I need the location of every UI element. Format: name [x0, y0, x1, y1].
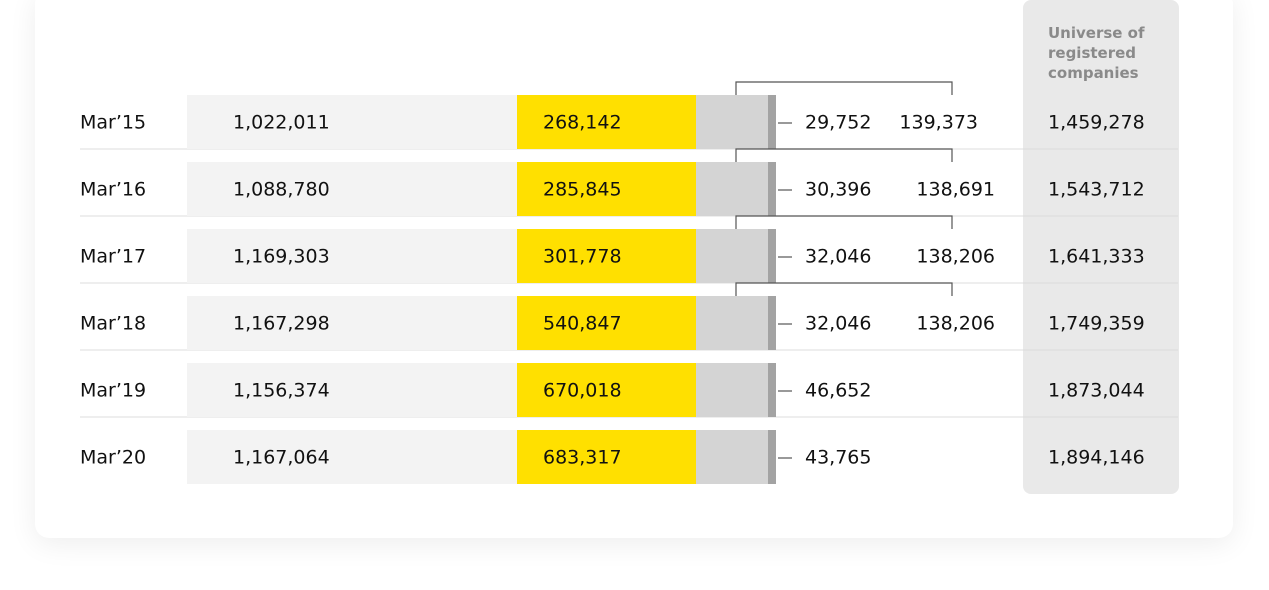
- value-d: 138,206: [916, 313, 995, 335]
- value-a: 1,169,303: [233, 246, 330, 268]
- value-a: 1,156,374: [233, 380, 330, 402]
- segment-dark: [768, 363, 776, 417]
- value-b: 683,317: [543, 447, 622, 469]
- value-b: 670,018: [543, 380, 622, 402]
- segment-gray: [187, 229, 517, 283]
- segment-gray: [187, 296, 517, 350]
- value-d: 139,373: [899, 112, 978, 134]
- segment-gray: [187, 363, 517, 417]
- header-line: Universe of: [1048, 24, 1145, 42]
- value-c: 32,046: [805, 313, 871, 335]
- value-b: 268,142: [543, 112, 622, 134]
- segment-light: [696, 296, 768, 350]
- segment-yellow: [517, 430, 696, 484]
- row-label: Mar’20: [80, 447, 146, 469]
- bracket: [735, 148, 953, 162]
- segment-yellow: [517, 229, 696, 283]
- segment-dark: [768, 296, 776, 350]
- segment-light: [696, 229, 768, 283]
- row-label: Mar’15: [80, 112, 146, 134]
- segment-yellow: [517, 95, 696, 149]
- total: 1,641,333: [1048, 246, 1145, 268]
- segment-gray: [187, 95, 517, 149]
- value-b: 285,845: [543, 179, 622, 201]
- row-label: Mar’19: [80, 380, 146, 402]
- bracket: [735, 81, 953, 95]
- row-label: Mar’17: [80, 246, 146, 268]
- value-b: 540,847: [543, 313, 622, 335]
- total-column-panel: [1023, 0, 1179, 494]
- segment-light: [696, 162, 768, 216]
- bracket: [735, 282, 953, 296]
- segment-gray: [187, 430, 517, 484]
- value-c: 46,652: [805, 380, 871, 402]
- segment-gray: [187, 162, 517, 216]
- total: 1,894,146: [1048, 447, 1145, 469]
- value-c: 43,765: [805, 447, 871, 469]
- value-a: 1,088,780: [233, 179, 330, 201]
- total: 1,749,359: [1048, 313, 1145, 335]
- total: 1,873,044: [1048, 380, 1145, 402]
- header-line: registered: [1048, 44, 1136, 62]
- bracket: [735, 215, 953, 229]
- value-a: 1,167,298: [233, 313, 330, 335]
- segment-yellow: [517, 162, 696, 216]
- total: 1,543,712: [1048, 179, 1145, 201]
- segment-yellow: [517, 363, 696, 417]
- row-label: Mar’16: [80, 179, 146, 201]
- value-a: 1,167,064: [233, 447, 330, 469]
- total-header: Universe of registered companies: [1048, 24, 1145, 82]
- value-c: 29,752: [805, 112, 871, 134]
- value-d: 138,691: [916, 179, 995, 201]
- segment-dark: [768, 229, 776, 283]
- segment-light: [696, 363, 768, 417]
- segment-dark: [768, 430, 776, 484]
- row-label: Mar’18: [80, 313, 146, 335]
- value-c: 32,046: [805, 246, 871, 268]
- segment-light: [696, 95, 768, 149]
- segment-dark: [768, 162, 776, 216]
- segment-dark: [768, 95, 776, 149]
- value-b: 301,778: [543, 246, 622, 268]
- segment-light: [696, 430, 768, 484]
- value-a: 1,022,011: [233, 112, 330, 134]
- value-d: 138,206: [916, 246, 995, 268]
- header-line: companies: [1048, 64, 1139, 82]
- value-c: 30,396: [805, 179, 871, 201]
- total: 1,459,278: [1048, 112, 1145, 134]
- segment-yellow: [517, 296, 696, 350]
